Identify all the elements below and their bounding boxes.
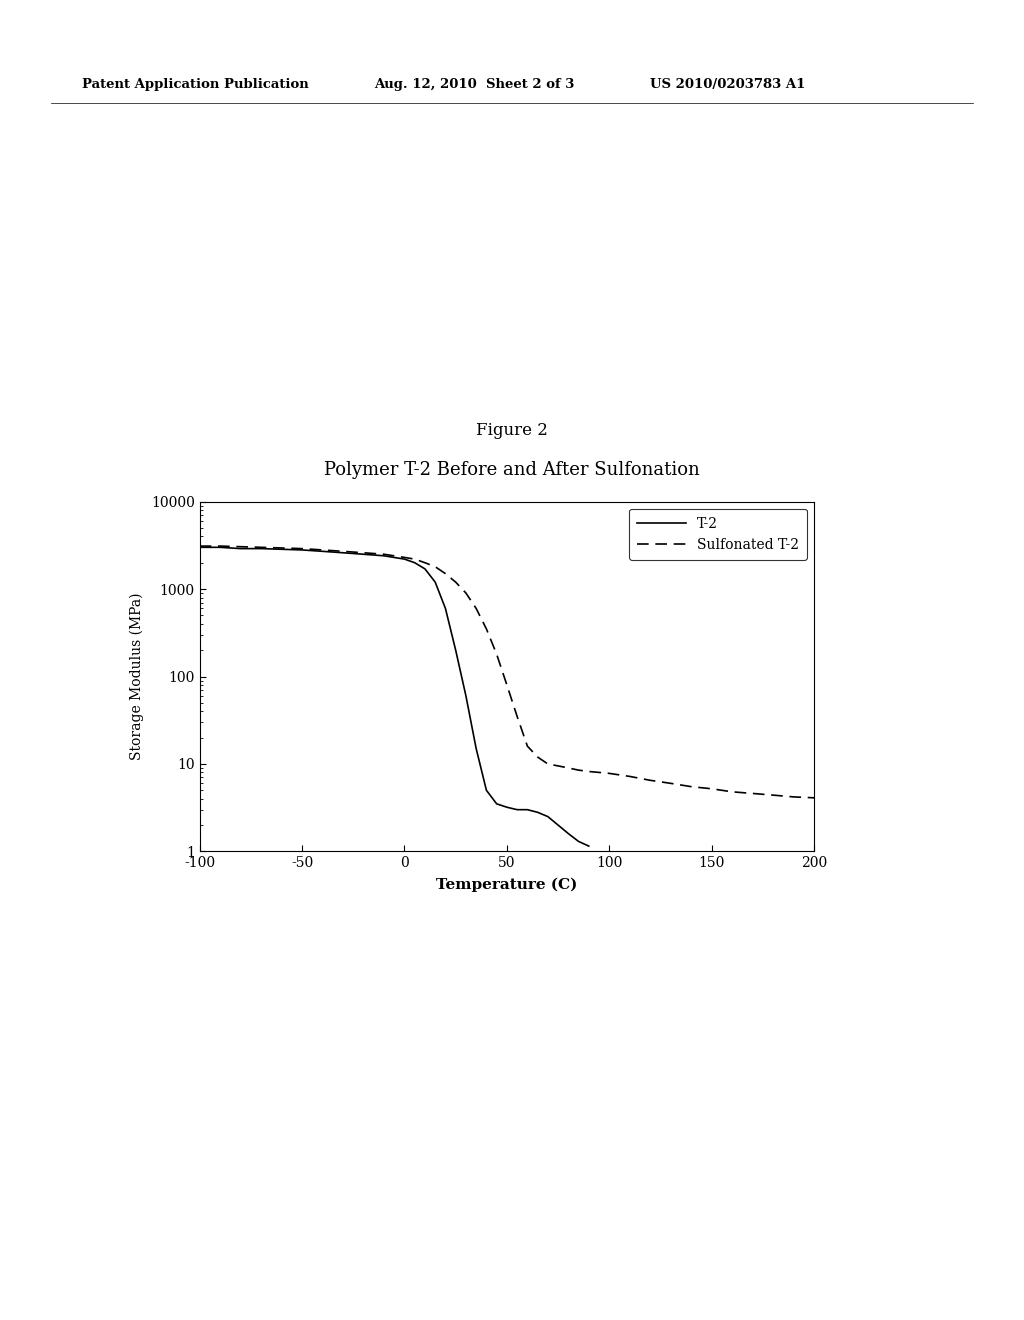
Sulfonated T-2: [562, 760, 574, 776]
Sulfonated T-2: [726, 784, 738, 800]
T-2: [234, 541, 247, 557]
T-2: [357, 546, 370, 562]
Line: Sulfonated T-2: Sulfonated T-2: [200, 546, 814, 797]
T-2: [470, 741, 482, 756]
Sulfonated T-2: [255, 540, 267, 556]
T-2: [296, 543, 308, 558]
X-axis label: Temperature (C): Temperature (C): [436, 878, 578, 891]
Legend: T-2, Sulfonated T-2: T-2, Sulfonated T-2: [629, 508, 807, 560]
T-2: [583, 838, 595, 854]
T-2: [511, 801, 523, 817]
Sulfonated T-2: [357, 545, 370, 561]
T-2: [255, 541, 267, 557]
Line: T-2: T-2: [200, 548, 589, 846]
Sulfonated T-2: [583, 763, 595, 779]
Text: Figure 2: Figure 2: [476, 422, 548, 438]
Sulfonated T-2: [275, 540, 288, 556]
Text: US 2010/0203783 A1: US 2010/0203783 A1: [650, 78, 806, 91]
T-2: [439, 601, 452, 616]
Text: Aug. 12, 2010  Sheet 2 of 3: Aug. 12, 2010 Sheet 2 of 3: [374, 78, 574, 91]
Text: Patent Application Publication: Patent Application Publication: [82, 78, 308, 91]
Sulfonated T-2: [542, 756, 554, 772]
Sulfonated T-2: [409, 552, 421, 568]
Sulfonated T-2: [439, 566, 452, 582]
T-2: [531, 804, 544, 820]
T-2: [275, 541, 288, 557]
Text: Polymer T-2 Before and After Sulfonation: Polymer T-2 Before and After Sulfonation: [325, 461, 699, 479]
T-2: [450, 643, 462, 659]
Sulfonated T-2: [624, 768, 636, 784]
Sulfonated T-2: [501, 677, 513, 693]
Sulfonated T-2: [521, 738, 534, 754]
T-2: [419, 561, 431, 577]
T-2: [429, 574, 441, 590]
T-2: [490, 796, 503, 812]
T-2: [501, 800, 513, 816]
Sulfonated T-2: [429, 558, 441, 574]
Sulfonated T-2: [460, 585, 472, 601]
T-2: [572, 833, 585, 849]
Sulfonated T-2: [470, 601, 482, 616]
Sulfonated T-2: [480, 620, 493, 636]
T-2: [378, 548, 390, 564]
Sulfonated T-2: [296, 541, 308, 557]
Sulfonated T-2: [490, 647, 503, 663]
Sulfonated T-2: [808, 789, 820, 805]
Sulfonated T-2: [685, 779, 697, 795]
Sulfonated T-2: [572, 762, 585, 777]
T-2: [409, 554, 421, 570]
T-2: [542, 809, 554, 825]
Sulfonated T-2: [316, 543, 329, 558]
Sulfonated T-2: [665, 775, 677, 791]
Sulfonated T-2: [337, 544, 349, 560]
Sulfonated T-2: [593, 764, 605, 780]
T-2: [562, 825, 574, 841]
T-2: [480, 783, 493, 799]
T-2: [552, 817, 564, 833]
Sulfonated T-2: [787, 789, 800, 805]
Sulfonated T-2: [644, 772, 656, 788]
Y-axis label: Storage Modulus (MPa): Storage Modulus (MPa): [130, 593, 144, 760]
T-2: [398, 552, 411, 568]
T-2: [214, 540, 226, 556]
Sulfonated T-2: [511, 709, 523, 725]
Sulfonated T-2: [398, 549, 411, 565]
T-2: [194, 540, 206, 556]
Sulfonated T-2: [531, 750, 544, 766]
Sulfonated T-2: [419, 554, 431, 570]
Sulfonated T-2: [214, 539, 226, 554]
Sulfonated T-2: [603, 766, 615, 781]
Sulfonated T-2: [450, 574, 462, 590]
T-2: [337, 545, 349, 561]
Sulfonated T-2: [234, 539, 247, 554]
Sulfonated T-2: [194, 539, 206, 554]
T-2: [521, 801, 534, 817]
Sulfonated T-2: [378, 546, 390, 562]
T-2: [460, 688, 472, 704]
Sulfonated T-2: [706, 781, 718, 797]
T-2: [316, 544, 329, 560]
Sulfonated T-2: [746, 785, 759, 801]
Sulfonated T-2: [767, 787, 779, 803]
Sulfonated T-2: [552, 758, 564, 774]
